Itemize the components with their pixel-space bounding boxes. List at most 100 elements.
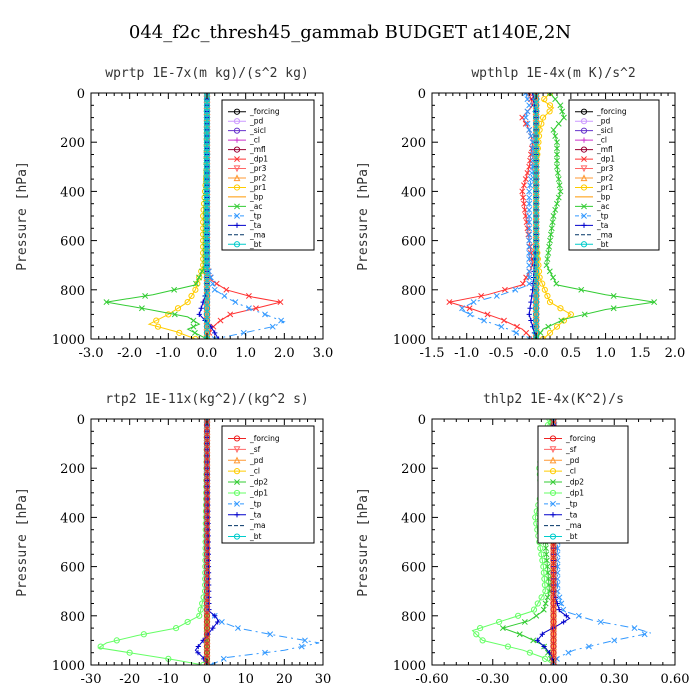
series-line-ta bbox=[536, 419, 571, 665]
x-tick-label: 2.0 bbox=[274, 346, 295, 361]
legend-box bbox=[537, 425, 629, 544]
series-marker-bt bbox=[203, 286, 211, 293]
series-marker-ta bbox=[539, 631, 545, 637]
series-marker-ta bbox=[534, 637, 540, 643]
series-marker-bt bbox=[203, 249, 211, 256]
x-tick-label: -0.5 bbox=[489, 346, 514, 361]
series-line-tp bbox=[206, 419, 320, 665]
series-marker-pr1 bbox=[557, 305, 564, 312]
series-marker-bt bbox=[203, 108, 211, 115]
series-marker-bt bbox=[533, 268, 540, 275]
series-marker-dp2 bbox=[530, 637, 537, 644]
series-marker-bt bbox=[533, 200, 540, 207]
series-marker-pr1 bbox=[553, 323, 561, 330]
series-marker-dp1 bbox=[140, 631, 147, 638]
figure-title: 044_f2c_thresh45_gammab BUDGET at140E,2N bbox=[129, 22, 571, 43]
legend: _forcing _sf _pd _cl _dp2_dp1 _tp _ta _ma _bt bbox=[221, 425, 315, 544]
series-marker-pr1 bbox=[192, 286, 199, 293]
legend-marker bbox=[233, 165, 241, 173]
x-tick-label: -0.0 bbox=[524, 346, 549, 361]
y-tick-label: 1000 bbox=[393, 333, 426, 348]
legend: _forcing_pd_sicl_cl_mfl_dp1_pr3_pr2_pr1_… bbox=[568, 99, 660, 251]
legend-box bbox=[568, 99, 660, 251]
series-marker-ac bbox=[555, 120, 562, 127]
legend-label: _mfl bbox=[249, 145, 266, 154]
legend-label: _bt bbox=[249, 240, 262, 249]
series-marker-bt bbox=[203, 206, 211, 213]
y-tick-label: 600 bbox=[60, 561, 85, 576]
legend-marker bbox=[233, 174, 241, 182]
y-tick-label: 800 bbox=[60, 610, 85, 625]
series-marker-dp1 bbox=[537, 545, 544, 552]
legend-label: _tp bbox=[249, 499, 262, 508]
legend-label: _tp bbox=[565, 499, 578, 508]
legend-label: _pr2 bbox=[596, 174, 614, 183]
x-tick-label: 0 bbox=[203, 672, 211, 687]
series-marker-bt bbox=[203, 274, 211, 281]
series-marker-bt bbox=[533, 169, 540, 177]
series-marker-ac bbox=[171, 286, 178, 293]
series-marker-tp bbox=[459, 305, 466, 312]
series-marker-bt bbox=[203, 305, 211, 312]
series-marker-ac bbox=[554, 200, 560, 207]
series-marker-dp1 bbox=[541, 575, 548, 583]
series-marker-ac bbox=[557, 188, 564, 195]
y-tick-label: 600 bbox=[60, 235, 85, 250]
series-marker-tp bbox=[526, 194, 533, 201]
series-marker-bt bbox=[203, 323, 211, 330]
y-tick-label: 600 bbox=[401, 561, 426, 576]
x-tick-label: -1.5 bbox=[419, 346, 444, 361]
series-marker-pr1 bbox=[196, 274, 203, 281]
series-marker-ac bbox=[558, 317, 565, 324]
series-marker-ta bbox=[530, 324, 536, 330]
series-marker-ta bbox=[195, 650, 201, 656]
series-marker-ac bbox=[552, 96, 559, 103]
legend-label: _tp bbox=[596, 211, 609, 220]
series-marker-forcing bbox=[550, 643, 557, 650]
series-marker-bt bbox=[533, 108, 540, 115]
series-marker-tp bbox=[467, 311, 474, 318]
legend-marker bbox=[581, 137, 587, 143]
series-marker-ac bbox=[142, 292, 149, 299]
series-marker-bt bbox=[533, 255, 540, 263]
legend-marker bbox=[234, 512, 240, 518]
series-marker-ac bbox=[103, 299, 110, 306]
series-marker-dp1 bbox=[245, 292, 252, 299]
legend-label: _pd bbox=[249, 456, 264, 465]
legend-marker bbox=[233, 127, 241, 134]
series-marker-dp2 bbox=[543, 557, 550, 564]
series-marker-dp1 bbox=[197, 606, 204, 613]
legend-marker bbox=[580, 118, 588, 125]
series-marker-bt bbox=[533, 182, 540, 189]
series-marker-bt bbox=[533, 262, 540, 269]
series-marker-bt bbox=[533, 206, 540, 213]
chart-panel-4: thlp2 1E-4x(K^2)/s Pressure [hPa] -0.60 -0.… bbox=[356, 392, 689, 687]
series-marker-ac bbox=[547, 93, 553, 96]
series-marker-bt bbox=[203, 145, 211, 152]
x-tick-label: 1.0 bbox=[235, 346, 256, 361]
x-tick-label: 30 bbox=[315, 672, 332, 687]
series-marker-tp bbox=[209, 280, 216, 287]
series-marker-ac bbox=[556, 182, 563, 189]
series-marker-pr1 bbox=[153, 317, 160, 324]
y-tick-label: 800 bbox=[60, 284, 85, 299]
series-marker-bt bbox=[203, 225, 211, 232]
series-marker-ac bbox=[547, 237, 553, 244]
series-marker-forcing bbox=[550, 637, 557, 644]
series-marker-dp2 bbox=[533, 612, 540, 619]
series-marker-tp bbox=[269, 323, 276, 330]
series-line-tp bbox=[458, 93, 534, 339]
series-marker-dp1 bbox=[541, 581, 548, 589]
series-marker-dp1 bbox=[540, 569, 547, 576]
y-axis-label: Pressure [hPa] bbox=[356, 161, 371, 271]
series-marker-ta bbox=[212, 330, 218, 336]
series-marker-tp bbox=[575, 612, 582, 619]
legend-label: _forcing bbox=[249, 434, 280, 443]
series-marker-dp1 bbox=[527, 243, 534, 250]
series-marker-bt bbox=[203, 243, 211, 250]
series-marker-ta bbox=[563, 613, 569, 619]
series-marker-tp bbox=[298, 643, 305, 650]
series-marker-forcing bbox=[203, 545, 211, 552]
series-marker-dp1 bbox=[478, 292, 485, 299]
series-marker-forcing bbox=[203, 600, 211, 607]
